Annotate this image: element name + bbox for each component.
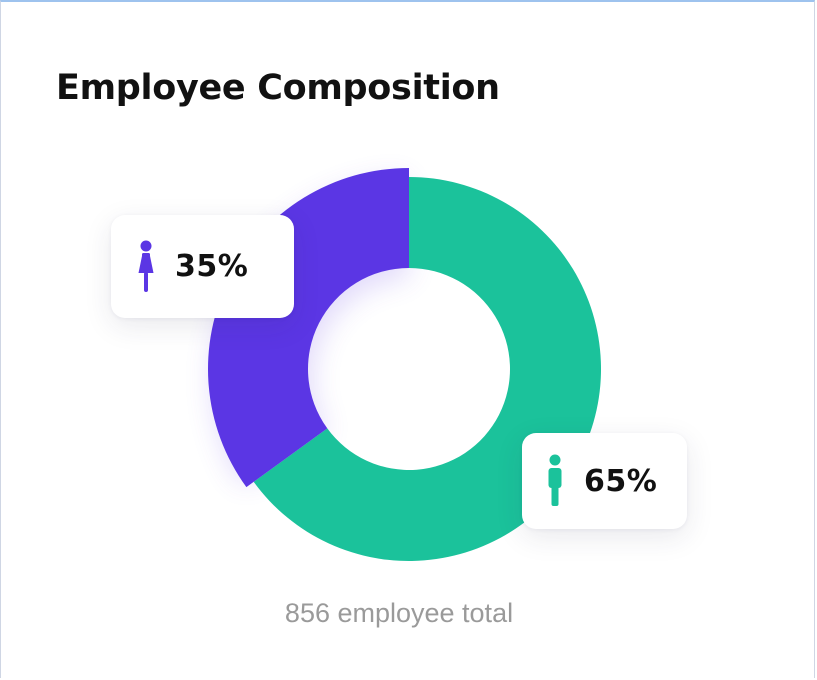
male-percentage-callout: 65%	[522, 433, 687, 529]
female-percentage-label: 35%	[175, 249, 249, 284]
female-person-icon	[135, 239, 157, 295]
card-title: Employee Composition	[56, 68, 500, 108]
employee-total-text: 856 employee total	[284, 598, 514, 628]
male-slice	[253, 177, 601, 562]
female-percentage-callout: 35%	[111, 215, 294, 318]
male-percentage-label: 65%	[584, 463, 658, 499]
male-person-icon	[544, 453, 566, 509]
